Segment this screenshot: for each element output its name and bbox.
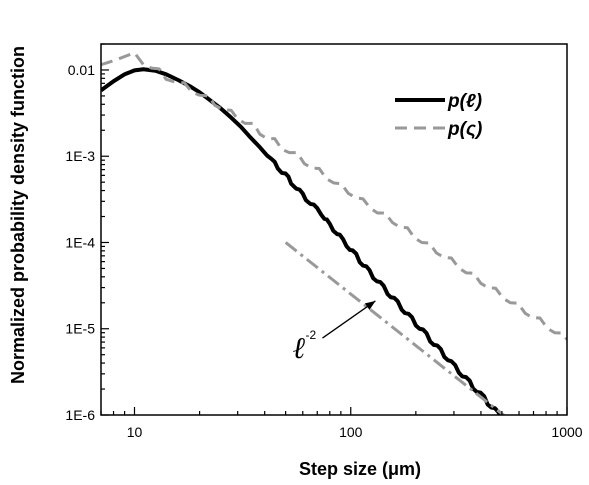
y-tick-label: 1E-5 (65, 321, 95, 337)
plot-area (100, 43, 568, 416)
series-line-0 (101, 67, 502, 415)
series-layer (101, 51, 567, 415)
y-axis-title: Normalized probability density function (8, 46, 28, 384)
y-tick-label: 1E-3 (65, 148, 95, 164)
annotation-arrow-head (364, 300, 376, 310)
series-line-1 (101, 51, 567, 341)
annotation-exponent: -2 (305, 328, 316, 342)
y-axis: 0.01 1E-3 1E-4 1E-5 1E-6 (65, 43, 109, 423)
legend-label-p-l: p(ℓ) (447, 91, 482, 112)
x-tick-label: 10 (127, 424, 143, 440)
x-axis: 10 100 1000 (100, 407, 583, 440)
y-tick-label: 1E-4 (65, 234, 95, 250)
y-tick-label: 1E-6 (65, 407, 95, 423)
x-axis-title: Step size (μm) (299, 459, 421, 479)
annotation-label: ℓ (292, 332, 305, 365)
annotation-arrow-shaft (322, 300, 376, 339)
y-tick-label: 0.01 (68, 62, 95, 78)
legend-label-p-s: p(ς) (447, 119, 482, 140)
plot-frame (100, 43, 568, 416)
annotation: ℓ -2 (292, 300, 376, 365)
legend: p(ℓ) p(ς) (395, 91, 482, 140)
x-tick-label: 1000 (551, 424, 582, 440)
x-tick-label: 100 (339, 424, 363, 440)
power-law-guide-line (284, 241, 506, 415)
